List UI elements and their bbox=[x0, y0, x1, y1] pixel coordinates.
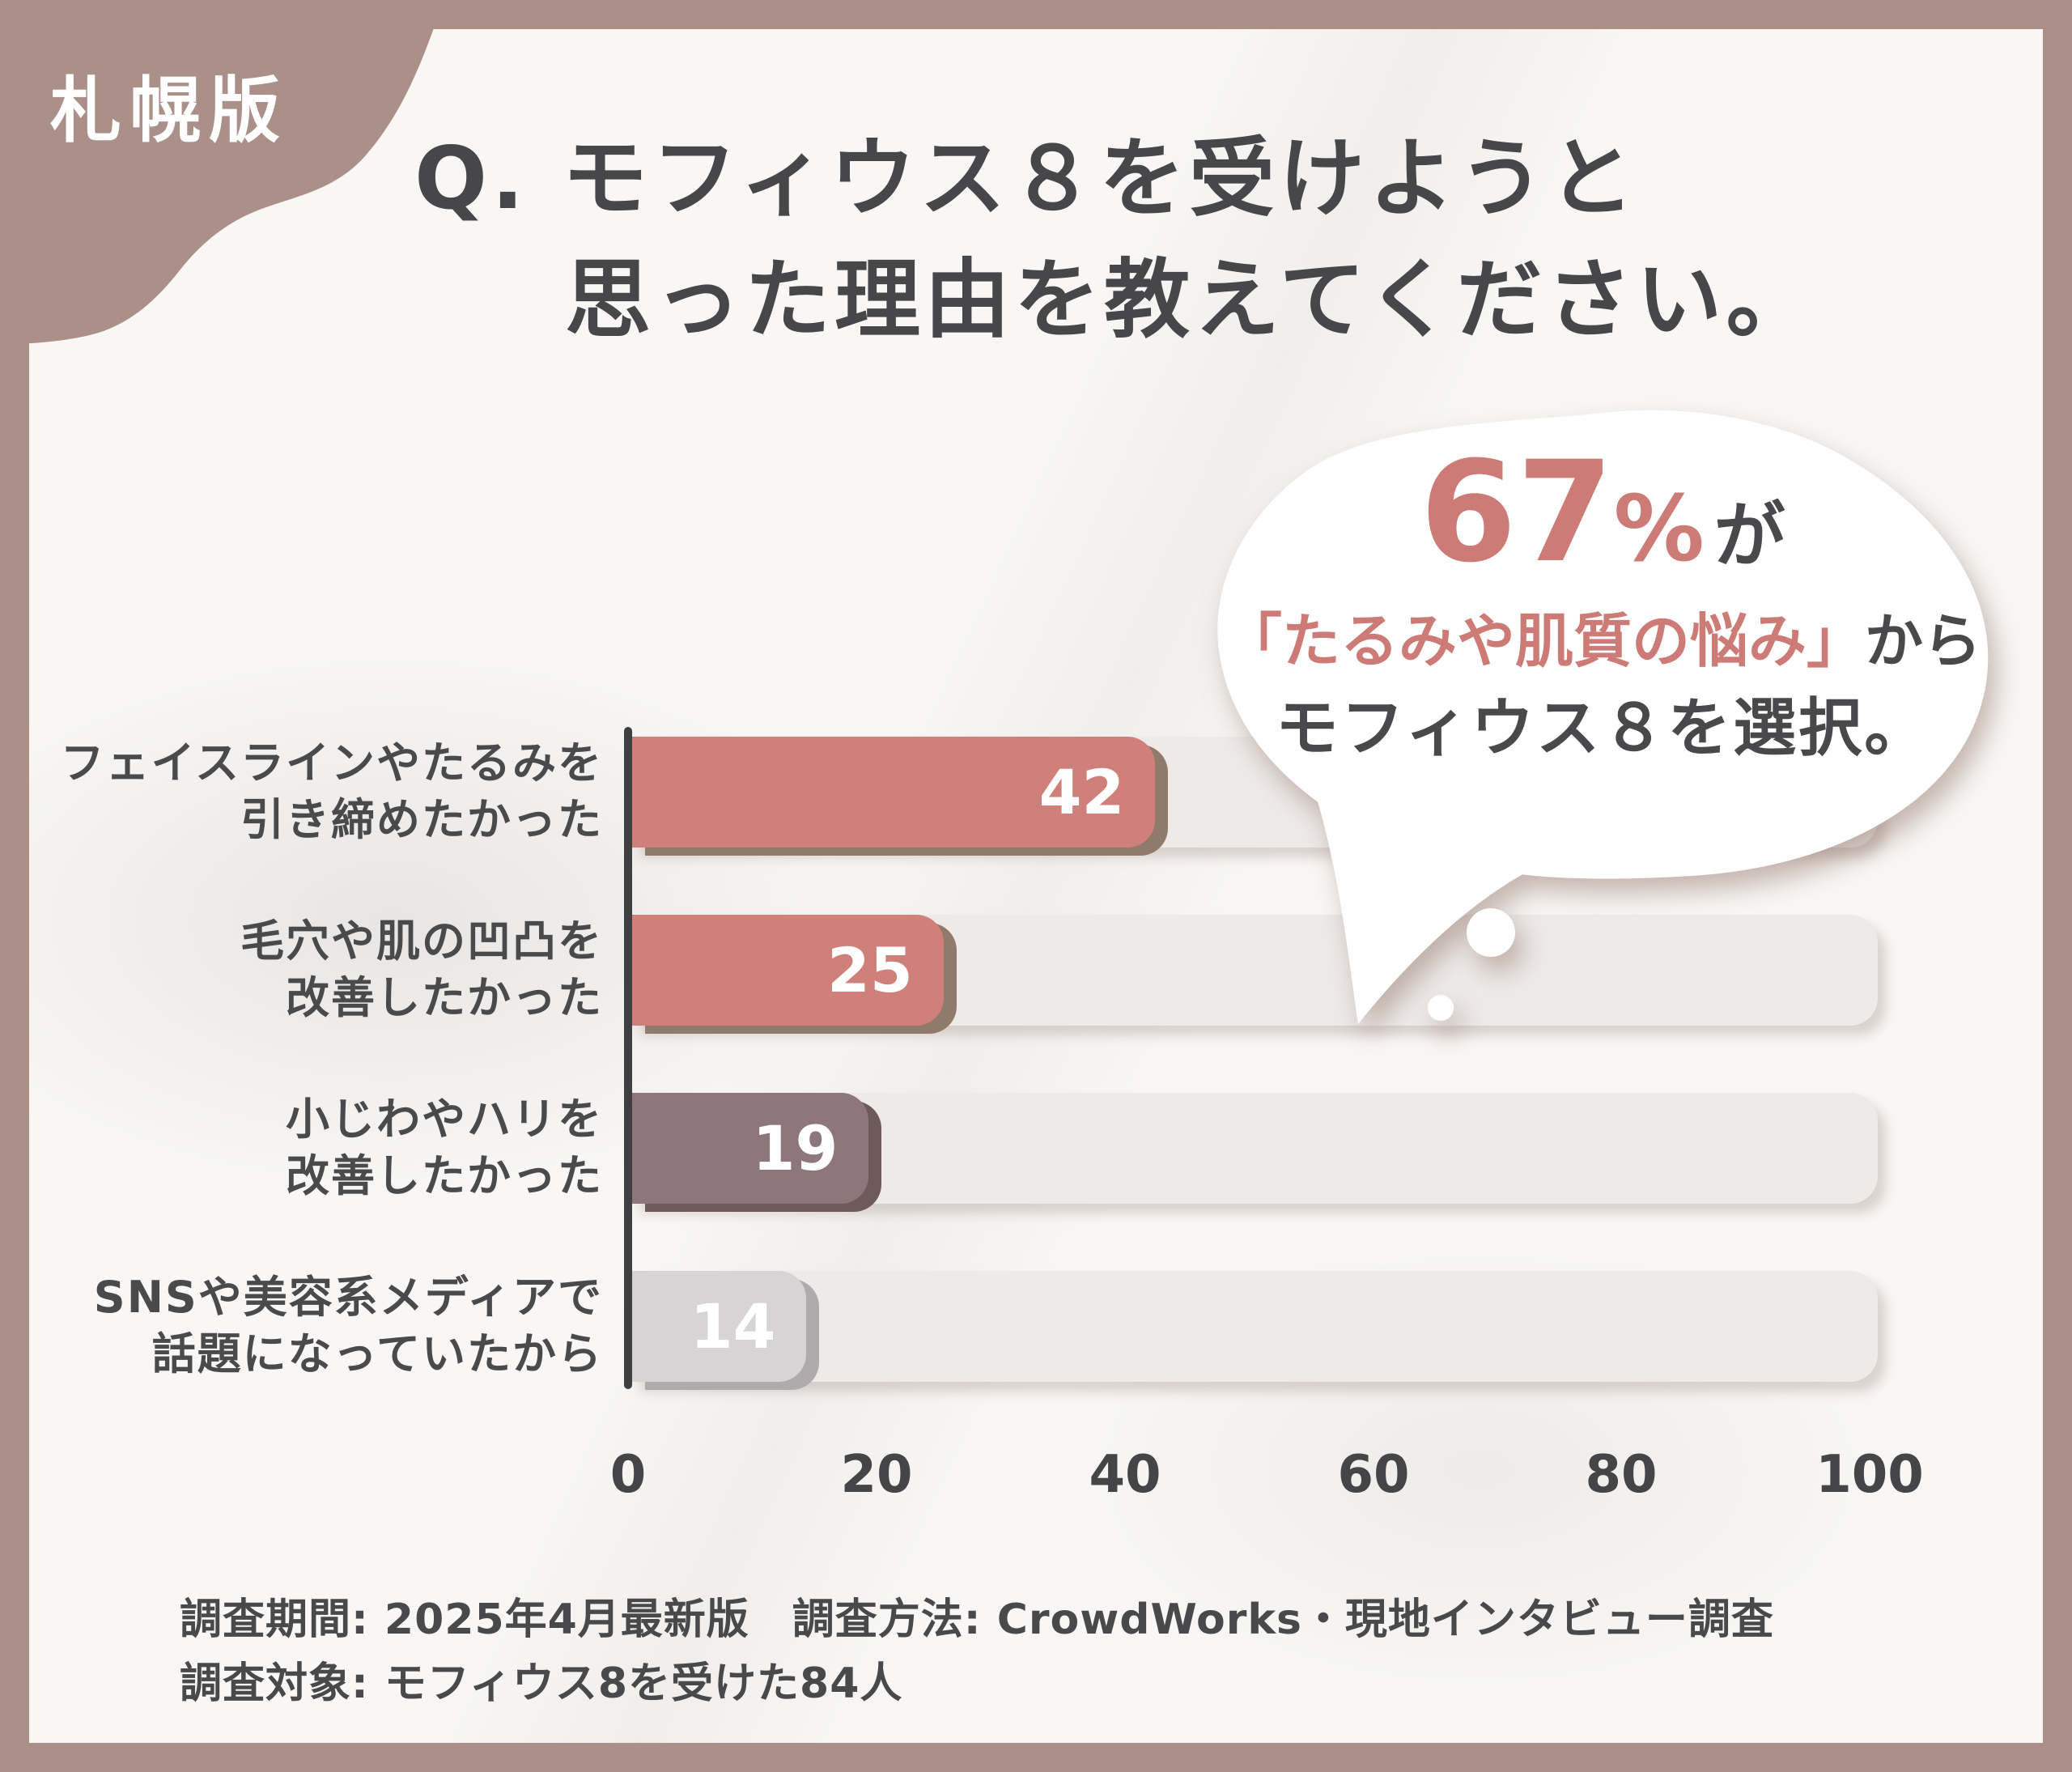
x-tick-60: 60 bbox=[1337, 1445, 1410, 1505]
bubble-particle-2: から bbox=[1865, 607, 1982, 676]
x-tick-80: 80 bbox=[1585, 1445, 1658, 1505]
bubble-highlight-line: 「たるみや肌質の悩み」から bbox=[1214, 610, 1991, 674]
bubble-highlight-text: 「たるみや肌質の悩み」 bbox=[1223, 607, 1865, 676]
bar-row: 14 bbox=[632, 1271, 1878, 1382]
thought-bubble bbox=[1217, 410, 1989, 1024]
category-label-4: SNSや美容系メディアで 話題になっていたから bbox=[93, 1272, 603, 1380]
bar-value-25: 25 bbox=[632, 915, 944, 1026]
survey-footnote-line-1: 調査期間: 2025年4月最新版 調査方法: CrowdWorks・現地インタビ… bbox=[180, 1596, 1774, 1644]
bar-value-label: 19 bbox=[752, 1112, 839, 1184]
category-label-1: フェイスラインやたるみを 引き締めたかった bbox=[60, 737, 603, 846]
bar-value-14: 14 bbox=[632, 1271, 807, 1382]
bubble-conclusion-line: モフィウス８を選択。 bbox=[1275, 692, 1930, 766]
page-title-line-1: Q. モフィウス８を受けようと bbox=[414, 129, 1639, 228]
x-tick-40: 40 bbox=[1089, 1445, 1161, 1505]
bar-track bbox=[632, 1271, 1878, 1382]
bubble-percent-value: 67 bbox=[1420, 431, 1614, 593]
x-tick-20: 20 bbox=[840, 1445, 913, 1505]
category-label-3: 小じわやハリを 改善したかった bbox=[286, 1094, 603, 1202]
x-tick-100: 100 bbox=[1815, 1445, 1924, 1505]
page-title: Q. モフィウス８を受けようと 思った理由を教えてください。 bbox=[414, 136, 1816, 343]
survey-footnote: 調査期間: 2025年4月最新版 調査方法: CrowdWorks・現地インタビ… bbox=[180, 1588, 1774, 1716]
content-card bbox=[29, 29, 2043, 1743]
bubble-percent-line: 67% が bbox=[1214, 436, 1991, 589]
bar-row: 42 bbox=[632, 737, 1878, 848]
bar-value-label: 25 bbox=[826, 934, 913, 1006]
region-badge: 札幌版 bbox=[50, 69, 289, 152]
bubble-particle-1: が bbox=[1713, 494, 1785, 577]
bar-row: 25 bbox=[632, 915, 1878, 1026]
x-tick-0: 0 bbox=[609, 1445, 647, 1505]
bubble-percent-sign: % bbox=[1613, 477, 1705, 582]
survey-footnote-line-2: 調査対象: モフィウス8を受けた84人 bbox=[180, 1659, 903, 1709]
bar-value-label: 42 bbox=[1038, 756, 1125, 828]
y-axis-line bbox=[624, 727, 632, 1389]
page-title-line-2: 思った理由を教えてください。 bbox=[565, 250, 1816, 350]
bar-row: 19 bbox=[632, 1093, 1878, 1204]
bubble-text: 67% が 「たるみや肌質の悩み」から モフィウス８を選択。 bbox=[1214, 436, 1991, 764]
bar-value-19: 19 bbox=[632, 1093, 869, 1204]
corner-blob-shape bbox=[0, 0, 444, 345]
category-label-2: 毛穴や肌の凹凸を 改善したかった bbox=[240, 916, 603, 1024]
bar-value-42: 42 bbox=[632, 737, 1156, 848]
bar-value-label: 14 bbox=[690, 1290, 776, 1362]
